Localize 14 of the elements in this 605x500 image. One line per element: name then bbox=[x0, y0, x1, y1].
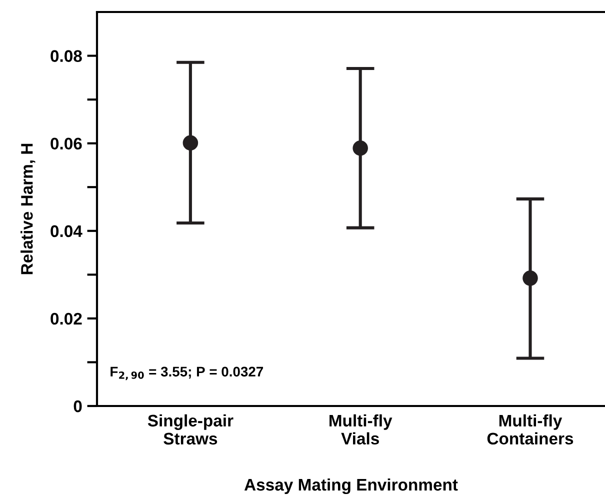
x-tick-label: Single-pair Straws bbox=[148, 414, 234, 445]
y-tick-label: 0.04 bbox=[50, 225, 82, 238]
x-tick-label: Multi-fly Vials bbox=[330, 414, 392, 445]
x-tick-label: Multi-fly Containers bbox=[487, 414, 574, 445]
point bbox=[522, 270, 538, 286]
y-tick-label: 0.02 bbox=[50, 312, 82, 325]
y-tick-label: 0.08 bbox=[50, 50, 82, 62]
y-tick-label: 0.06 bbox=[50, 138, 82, 150]
point bbox=[352, 140, 368, 156]
y-tick-label: 0 bbox=[74, 400, 82, 412]
point bbox=[182, 135, 198, 151]
y-axis-title: Relative Harm, H bbox=[20, 144, 36, 274]
annotation: F$_{2,90}$ = 3.55; P = 0.0327 bbox=[110, 366, 264, 380]
x-axis-title: Assay Mating Environment bbox=[244, 478, 458, 494]
